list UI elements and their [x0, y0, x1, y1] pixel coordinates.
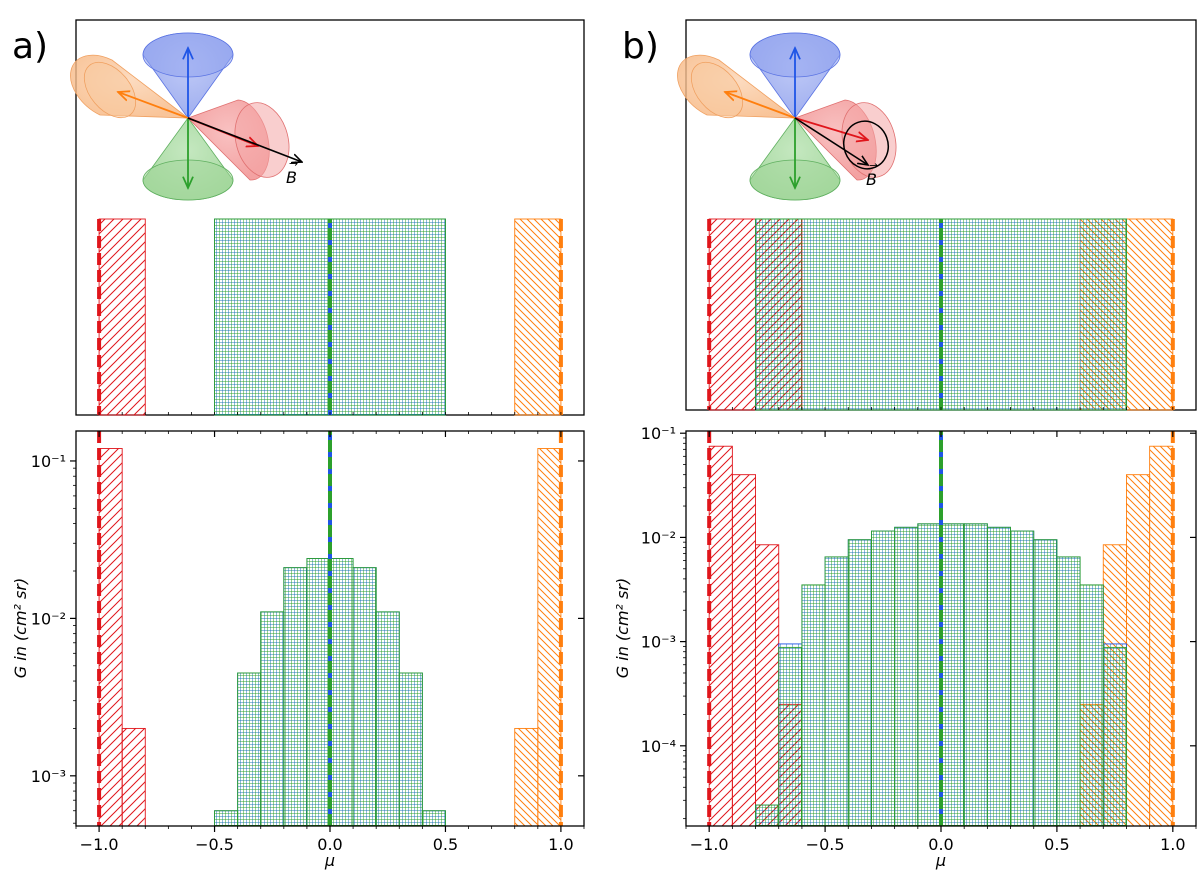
- x-tick-label: 1.0: [548, 835, 573, 854]
- panel-b-top-strip: [685, 218, 1197, 411]
- orange-arrow: [725, 92, 796, 119]
- panel-b-y-axis-label: G in (cm² sr): [613, 578, 632, 678]
- bar-green: [352, 567, 377, 827]
- bar-red: [98, 448, 123, 827]
- bar-red: [755, 544, 780, 827]
- panel-a-x-ticks: −1.0 −0.5 0.0 0.5 1.0: [75, 431, 585, 854]
- bar-green: [755, 804, 780, 827]
- y-tick-label: 10⁻⁴: [641, 737, 676, 756]
- bar-red: [731, 474, 756, 827]
- y-tick-label: 10⁻³: [31, 767, 66, 786]
- y-tick-label: 10⁻²: [31, 609, 66, 628]
- bar-green: [917, 523, 942, 827]
- red-cone-rim: [234, 102, 290, 178]
- y-tick-label: 10⁻¹: [31, 452, 66, 471]
- bar-green: [894, 526, 919, 827]
- bar-green: [801, 584, 826, 827]
- b-field-label: B: [286, 168, 297, 187]
- strip-band-orange: [514, 218, 562, 416]
- b-field-arrow: [794, 117, 868, 165]
- x-tick-label: −0.5: [806, 835, 845, 854]
- panel-label-a: a): [12, 26, 48, 67]
- strip-band-red: [98, 218, 146, 416]
- bar-orange: [537, 448, 562, 827]
- bar-orange: [1149, 445, 1174, 827]
- bar-orange: [1126, 474, 1151, 827]
- x-tick-label: −1.0: [80, 835, 119, 854]
- b-field-label: B: [866, 170, 877, 189]
- bar-green: [421, 810, 446, 827]
- x-tick-label: 0.0: [317, 835, 342, 854]
- b-field-vec-mark: →: [869, 159, 878, 172]
- x-tick-label: 1.0: [1160, 835, 1185, 854]
- panel-b-cone-diagram: B →: [677, 32, 897, 201]
- bar-green: [329, 558, 354, 827]
- bar-green: [306, 558, 331, 827]
- b-field-arrow: [187, 117, 302, 162]
- bar-red: [708, 445, 733, 827]
- bar-green: [940, 523, 965, 827]
- panel-b-y-ticks: 10⁻⁴ 10⁻³ 10⁻² 10⁻¹: [641, 424, 1196, 820]
- panel-a-y-axis-label: G in (cm² sr): [11, 578, 30, 678]
- bar-green: [283, 567, 308, 827]
- y-tick-label: 10⁻³: [641, 633, 676, 652]
- panel-b-bars: [707, 431, 1175, 827]
- bar-green: [871, 530, 896, 827]
- bar-green: [398, 672, 423, 827]
- orange-arrow: [118, 92, 189, 119]
- bar-green: [375, 611, 400, 827]
- bar-green: [824, 556, 849, 827]
- panel-b-top-axes: B →: [677, 19, 1197, 411]
- panel-a-top-axes: B →: [70, 19, 585, 416]
- bar-green: [1033, 539, 1058, 827]
- bar-green: [1102, 646, 1127, 827]
- x-tick-label: 0.0: [928, 835, 953, 854]
- bar-orange: [514, 727, 539, 827]
- orange-cone-rim: [83, 61, 137, 119]
- x-tick-label: 0.5: [1044, 835, 1069, 854]
- y-tick-label: 10⁻¹: [641, 424, 676, 443]
- panel-a-x-axis-label: μ: [324, 851, 335, 870]
- precession-circle: [843, 120, 889, 170]
- bar-green: [1010, 530, 1035, 827]
- bar-green: [963, 523, 988, 827]
- bar-green: [1056, 556, 1081, 827]
- panel-b-x-axis-label: μ: [935, 851, 946, 870]
- b-field-vec-mark: →: [289, 157, 298, 170]
- orange-cone-rim: [690, 61, 744, 119]
- panel-a-cone-diagram: B →: [70, 32, 302, 201]
- bar-green: [778, 646, 803, 827]
- x-tick-label: −1.0: [690, 835, 729, 854]
- panel-label-b: b): [622, 26, 659, 67]
- bar-green: [260, 611, 285, 827]
- x-tick-label: 0.5: [433, 835, 458, 854]
- bar-green: [847, 539, 872, 827]
- bar-green: [237, 672, 262, 827]
- bar-green: [1079, 584, 1104, 827]
- red-arrow: [794, 117, 868, 140]
- panel-b-x-ticks: −1.0 −0.5 0.0 0.5 1.0: [685, 431, 1197, 854]
- panel-a-main-axes: −1.0 −0.5 0.0 0.5 1.0 10⁻³ 10⁻² 10⁻¹ μ G in (c…: [11, 430, 585, 870]
- bar-red: [121, 727, 146, 827]
- panel-b-main-axes: −1.0 −0.5 0.0 0.5 1.0 10⁻⁴ 10⁻³ 10⁻² 10⁻¹ μ G i…: [613, 424, 1197, 870]
- panel-a-top-strip: [75, 218, 585, 416]
- y-tick-label: 10⁻²: [641, 528, 676, 547]
- bar-green: [214, 810, 239, 827]
- x-tick-label: −0.5: [195, 835, 234, 854]
- panel-a-y-ticks: 10⁻³ 10⁻² 10⁻¹: [31, 452, 584, 824]
- bar-green: [986, 526, 1011, 827]
- panel-a-bars: [97, 431, 563, 827]
